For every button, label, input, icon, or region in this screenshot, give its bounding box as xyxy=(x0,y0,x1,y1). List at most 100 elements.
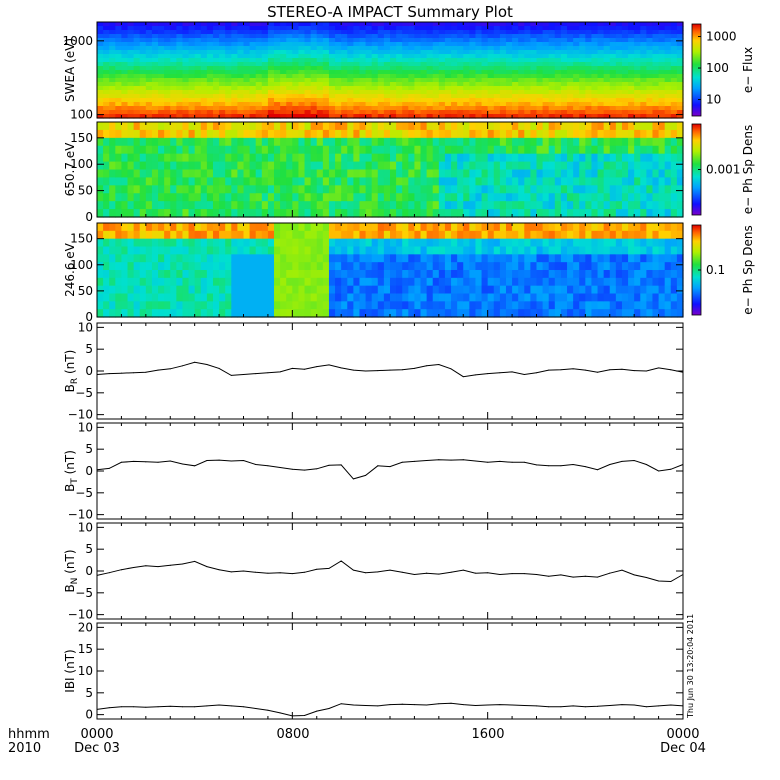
heatmap-cell xyxy=(591,169,599,179)
heatmap-cell xyxy=(249,309,257,318)
heatmap-cell xyxy=(286,293,293,302)
heatmap-cell xyxy=(151,110,159,115)
heatmap-cell xyxy=(548,94,556,99)
heatmap-cell xyxy=(158,42,165,47)
heatmap-cell xyxy=(554,94,562,99)
heatmap-cell xyxy=(658,309,666,318)
heatmap-cell xyxy=(188,254,196,263)
heatmap-cell xyxy=(316,86,324,91)
heatmap-cell xyxy=(267,110,275,115)
heatmap-cell xyxy=(176,209,184,218)
heatmap-cell xyxy=(212,129,220,139)
heatmap-cell xyxy=(139,209,147,218)
heatmap-cell xyxy=(151,30,159,35)
heatmap-cell xyxy=(194,90,202,95)
heatmap-cell xyxy=(267,293,275,302)
heatmap-cell xyxy=(212,270,220,279)
heatmap-cell xyxy=(560,26,568,31)
heatmap-cell xyxy=(139,70,147,75)
heatmap-cell xyxy=(591,114,599,119)
heatmap-cell xyxy=(353,46,361,51)
heatmap-cell xyxy=(206,70,214,75)
heatmap-cell xyxy=(109,238,116,248)
heatmap-cell xyxy=(341,26,348,31)
data-point xyxy=(365,370,367,372)
heatmap-cell xyxy=(481,62,489,67)
heatmap-cell xyxy=(451,246,458,255)
heatmap-cell xyxy=(463,90,470,95)
heatmap-cell xyxy=(280,54,287,59)
heatmap-cell xyxy=(609,254,617,263)
heatmap-cell xyxy=(615,230,623,240)
heatmap-cell xyxy=(390,254,397,263)
heatmap-cell xyxy=(542,70,550,75)
heatmap-cell xyxy=(670,169,678,179)
heatmap-cell xyxy=(634,223,641,232)
heatmap-cell xyxy=(628,94,635,99)
heatmap-cell xyxy=(267,246,275,255)
heatmap-cell xyxy=(127,238,135,248)
heatmap-cell xyxy=(335,285,342,295)
heatmap-cell xyxy=(231,82,238,87)
heatmap-cell xyxy=(402,110,409,115)
heatmap-cell xyxy=(414,246,422,255)
heatmap-cell xyxy=(103,22,110,27)
heatmap-cell xyxy=(237,90,245,95)
heatmap-cell xyxy=(151,86,159,91)
heatmap-cell xyxy=(670,90,678,95)
heatmap-cell xyxy=(243,38,251,43)
heatmap-cell xyxy=(597,153,605,163)
heatmap-cell xyxy=(420,254,428,263)
heatmap-cell xyxy=(591,277,599,287)
heatmap-cell xyxy=(615,30,623,35)
heatmap-cell xyxy=(548,129,556,139)
heatmap-cell xyxy=(127,114,135,119)
heatmap-cell xyxy=(420,46,428,51)
heatmap-cell xyxy=(676,293,684,302)
heatmap-cell xyxy=(640,34,647,39)
heatmap-cell xyxy=(628,223,635,232)
heatmap-cell xyxy=(286,262,293,271)
heatmap-cell xyxy=(524,177,531,186)
heatmap-cell xyxy=(109,145,116,155)
heatmap-cell xyxy=(530,177,538,186)
heatmap-cell xyxy=(304,46,312,51)
heatmap-cell xyxy=(560,74,568,79)
heatmap-cell xyxy=(414,262,422,271)
heatmap-cell xyxy=(579,177,586,186)
heatmap-cell xyxy=(634,293,641,302)
heatmap-cell xyxy=(200,54,208,59)
heatmap-cell xyxy=(554,114,562,119)
heatmap-cell xyxy=(121,201,129,210)
heatmap-cell xyxy=(640,38,647,43)
heatmap-cell xyxy=(628,169,635,179)
heatmap-cell xyxy=(292,254,300,263)
heatmap-cell xyxy=(603,78,611,83)
heatmap-cell xyxy=(310,122,318,131)
heatmap-cell xyxy=(383,74,391,79)
heatmap-cell xyxy=(475,42,483,47)
heatmap-cell xyxy=(658,34,666,39)
heatmap-cell xyxy=(383,94,391,99)
heatmap-cell xyxy=(609,153,617,163)
heatmap-cell xyxy=(536,301,544,310)
heatmap-cell xyxy=(609,66,617,71)
heatmap-cell xyxy=(206,145,214,155)
heatmap-cell xyxy=(97,30,104,35)
data-point xyxy=(499,372,501,374)
heatmap-cell xyxy=(499,66,507,71)
heatmap-cell xyxy=(640,277,647,287)
heatmap-cell xyxy=(121,262,129,271)
heatmap-cell xyxy=(255,185,263,194)
heatmap-cell xyxy=(505,106,513,111)
heatmap-cell xyxy=(628,22,635,27)
heatmap-cell xyxy=(628,122,635,131)
heatmap-cell xyxy=(591,161,599,171)
heatmap-cell xyxy=(475,177,483,186)
heatmap-cell xyxy=(371,38,379,43)
heatmap-cell xyxy=(457,70,464,75)
heatmap-cell xyxy=(463,230,470,240)
heatmap-cell xyxy=(634,26,641,31)
heatmap-cell xyxy=(640,161,647,171)
heatmap-cell xyxy=(280,98,287,103)
